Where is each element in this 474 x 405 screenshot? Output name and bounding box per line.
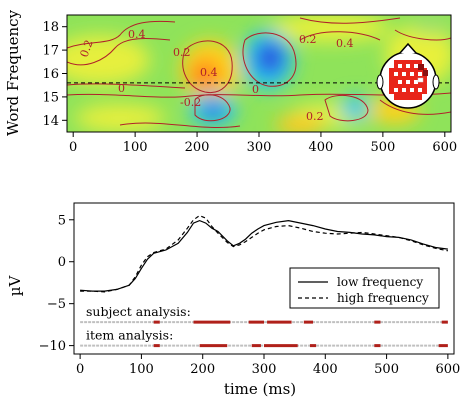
heatmap-x-tick-label: 600 bbox=[432, 140, 457, 155]
legend: low frequency high frequency bbox=[289, 267, 440, 309]
heatmap-panel: 0.4 0.2 0.2 0.4 0 0 0.2 -0.2 0.4 0.2 bbox=[4, 9, 457, 155]
heatmap-y-tick-label: 16 bbox=[42, 67, 59, 82]
erp-panel: 0 100 200 300 400 500 600 5 0 −5 −10 subject analy… bbox=[6, 202, 461, 398]
heatmap-x-tick-label: 100 bbox=[123, 140, 148, 155]
heatmap-x-tick-label: 400 bbox=[309, 140, 334, 155]
erp-axes: 0 100 200 300 400 500 600 5 0 −5 −10 bbox=[39, 213, 461, 377]
contour-labels: 0.4 0.2 0.2 0.4 0 0 0.2 -0.2 0.4 0.2 bbox=[78, 28, 354, 123]
erp-y-tick-label: −5 bbox=[47, 297, 66, 312]
heatmap-y-tick-label: 14 bbox=[42, 114, 59, 129]
legend-label-low: low frequency bbox=[337, 275, 423, 289]
erp-x-tick-label: 100 bbox=[129, 362, 154, 377]
erp-x-tick-label: 300 bbox=[252, 362, 277, 377]
contour-label: -0.2 bbox=[180, 96, 201, 109]
erp-x-tick-label: 400 bbox=[313, 362, 338, 377]
heatmap-ylabel: Word Frequency bbox=[4, 9, 22, 136]
erp-ylabel: µV bbox=[6, 275, 24, 297]
analysis-row-label: subject analysis: bbox=[86, 304, 191, 319]
heatmap-y-tick-label: 18 bbox=[42, 20, 59, 35]
contour-label: 0.4 bbox=[128, 28, 146, 41]
heatmap-x-tick-label: 0 bbox=[69, 140, 77, 155]
electrode-grid bbox=[389, 60, 428, 100]
erp-y-tick-label: 0 bbox=[58, 255, 66, 270]
legend-box bbox=[289, 267, 440, 309]
series-line-high-frequency bbox=[80, 214, 449, 293]
legend-label-high: high frequency bbox=[337, 291, 429, 305]
scalp-map-inset bbox=[376, 42, 440, 109]
erp-y-tick-label: 5 bbox=[58, 213, 66, 228]
erp-series bbox=[80, 214, 449, 293]
heatmap-x-tick-label: 500 bbox=[370, 140, 395, 155]
heatmap-x-tick-label: 200 bbox=[185, 140, 210, 155]
contour-label: 0.2 bbox=[306, 110, 324, 123]
contour-lines bbox=[67, 17, 451, 129]
erp-y-tick-label: −10 bbox=[39, 339, 66, 354]
analysis-row-label: item analysis: bbox=[86, 328, 173, 343]
erp-xlabel: time (ms) bbox=[224, 380, 296, 398]
series-line-low-frequency bbox=[80, 219, 448, 292]
contour-label: 0.4 bbox=[200, 66, 218, 79]
heatmap-y-tick-label: 15 bbox=[42, 90, 59, 105]
contour-label: 0.2 bbox=[173, 46, 191, 59]
erp-x-tick-label: 500 bbox=[374, 362, 399, 377]
contour-label: 0.2 bbox=[78, 38, 96, 59]
contour-label: 0.2 bbox=[299, 33, 317, 46]
analysis-rows: subject analysis: item analysis: bbox=[80, 304, 448, 348]
heatmap-x-tick-label: 300 bbox=[247, 140, 272, 155]
erp-x-tick-label: 600 bbox=[435, 362, 460, 377]
erp-x-tick-label: 200 bbox=[190, 362, 215, 377]
contour-label: 0 bbox=[252, 83, 259, 96]
contour-label: 0.4 bbox=[336, 37, 354, 50]
heatmap-y-tick-label: 17 bbox=[42, 44, 59, 59]
erp-x-tick-label: 0 bbox=[76, 362, 84, 377]
heatmap-axes: 0 100 200 300 400 500 600 14 15 16 17 18 bbox=[42, 20, 457, 155]
contour-label: 0 bbox=[118, 82, 125, 95]
